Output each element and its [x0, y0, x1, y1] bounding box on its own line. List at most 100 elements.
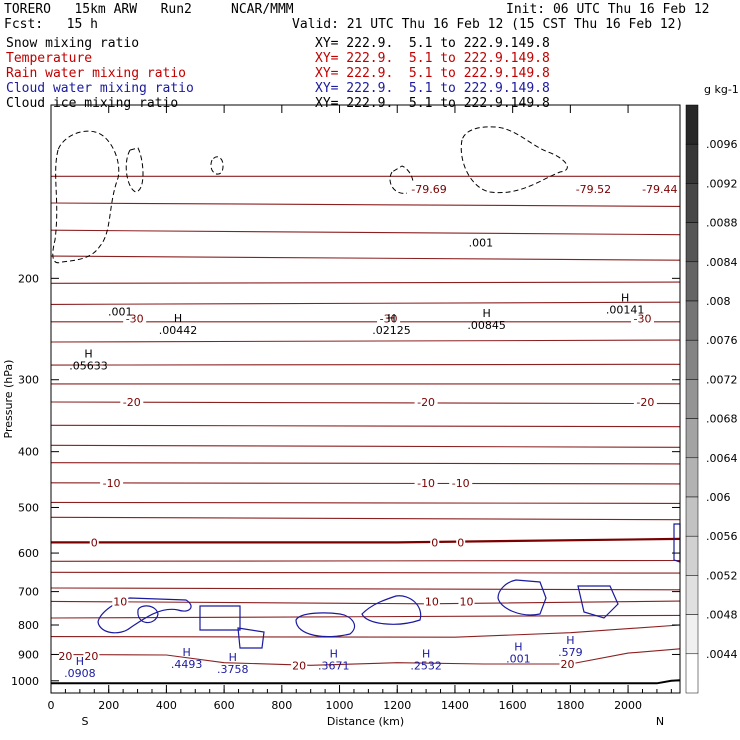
isotherm--20 [50, 401, 681, 405]
field-name: Rain water mixing ratio [6, 66, 187, 81]
isotherm-label-bg [571, 183, 616, 196]
isotherm-label: 0 [91, 536, 98, 549]
colorbar-tick-label: .0072 [706, 373, 738, 386]
isotherm-label-bg [123, 312, 147, 325]
cloud-water-contour [97, 597, 192, 634]
isotherm--12 [50, 462, 681, 465]
max-value-label: .001 [506, 653, 531, 666]
y-tick-label: 600 [18, 547, 39, 560]
x-axis-label: Distance (km) [327, 715, 404, 728]
field-xy-range: XY= 222.9. 5.1 to 222.9.149.8 [315, 66, 550, 81]
fcst-value: 15 h [66, 17, 98, 32]
colorbar-tick-label: .0056 [706, 530, 738, 543]
x-tick-label: 1600 [499, 699, 527, 712]
colorbar-tick-label: .006 [706, 491, 731, 504]
cloud-water-contour [497, 579, 547, 616]
init-time: Init: 06 UTC Thu 16 Feb 12 [506, 2, 710, 17]
isotherm-label: -20 [417, 396, 435, 409]
isotherm-label: -10 [452, 477, 470, 490]
org-label: NCAR/MMM [231, 2, 294, 17]
max-marker: H [174, 312, 182, 325]
max-value-label: .00442 [159, 324, 198, 337]
isotherm--45 [50, 255, 681, 261]
cloud-water-contour [295, 612, 355, 638]
max-marker: H [387, 312, 395, 325]
isotherm-label-bg [630, 312, 654, 325]
colorbar-tick-label: .0068 [706, 413, 738, 426]
isotherm-3 [50, 559, 681, 562]
cloud-water-contour [577, 585, 619, 619]
field-name: Temperature [6, 51, 93, 66]
isotherm-label-bg [414, 476, 438, 489]
max-value-label: .00141 [606, 303, 645, 316]
max-marker: H [514, 641, 522, 654]
colorbar-segment [685, 653, 699, 694]
colorbar-segment [685, 143, 699, 184]
isotherm--14 [50, 444, 681, 448]
colorbar-tick-label: .0096 [706, 138, 738, 151]
x-tick-label: 1400 [441, 699, 469, 712]
isotherm-label: -79.52 [576, 183, 611, 196]
isotherm-label-bg [637, 183, 682, 196]
colorbar-tick-label: .008 [706, 295, 731, 308]
isotherm-label-bg [406, 183, 451, 196]
isotherm-label-bg [458, 595, 475, 608]
colorbar-segment [685, 418, 699, 459]
colorbar-segment [685, 575, 699, 615]
field-xy-range: XY= 222.9. 5.1 to 222.9.149.8 [315, 96, 550, 111]
isotherm-label-bg [456, 536, 466, 549]
north-label: N [656, 715, 664, 728]
cloud-water-contour [361, 595, 422, 625]
isotherm-20 [50, 648, 681, 666]
cloud-water-contour [199, 605, 241, 631]
max-marker: H [182, 646, 190, 659]
max-value-label: .05633 [69, 360, 108, 373]
colorbar-segment [685, 183, 699, 223]
isotherm-label: 0 [431, 536, 438, 549]
isotherm--55 [50, 202, 681, 207]
y-axis-label: Pressure (hPa) [2, 360, 15, 439]
max-value-label: .3758 [217, 663, 249, 676]
max-marker: H [84, 348, 92, 361]
colorbar-units: g kg-1 [704, 83, 739, 96]
x-tick-label: 1800 [556, 699, 584, 712]
x-tick-label: 600 [214, 699, 235, 712]
colorbar-segment [685, 535, 699, 576]
x-tick-label: 0 [48, 699, 55, 712]
isotherm-label: 10 [113, 595, 127, 608]
snow-contour [210, 156, 224, 175]
isotherm-label-bg [57, 649, 74, 662]
colorbar-tick-label: .0084 [706, 256, 738, 269]
isotherm-label: -30 [126, 313, 144, 326]
colorbar-segment [685, 104, 699, 145]
snow-contour [52, 130, 120, 264]
max-value-label: .00845 [467, 319, 506, 332]
cloud-water-contour [237, 627, 265, 649]
colorbar-tick-label: .0064 [706, 452, 738, 465]
isotherm--28 [50, 339, 681, 343]
field-xy-range: XY= 222.9. 5.1 to 222.9.149.8 [315, 51, 550, 66]
max-marker: H [76, 655, 84, 668]
contour-label: .001 [108, 305, 133, 318]
ice-contour [460, 126, 568, 194]
y-tick-label: 1000 [11, 675, 39, 688]
x-tick-label: 400 [156, 699, 177, 712]
isotherm-15 [50, 624, 681, 638]
isotherm--10 [50, 482, 681, 485]
colorbar-tick-label: .0092 [706, 177, 738, 190]
colorbar-segment [685, 261, 699, 302]
isotherm-label: 20 [560, 658, 574, 671]
isotherm-label: -30 [634, 313, 652, 326]
isotherm-label: -79.69 [411, 183, 446, 196]
colorbar-segment [685, 222, 699, 263]
y-tick-label: 400 [18, 446, 39, 459]
isotherm-label: -10 [417, 477, 435, 490]
max-value-label: .3671 [318, 659, 350, 672]
colorbar-segment [685, 300, 699, 341]
colorbar-segment [685, 339, 699, 380]
y-tick-label: 800 [18, 619, 39, 632]
max-marker: H [621, 291, 629, 304]
isotherm--7 [50, 501, 681, 504]
fcst-label: Fcst: [4, 17, 44, 32]
field-name: Cloud water mixing ratio [6, 81, 194, 96]
